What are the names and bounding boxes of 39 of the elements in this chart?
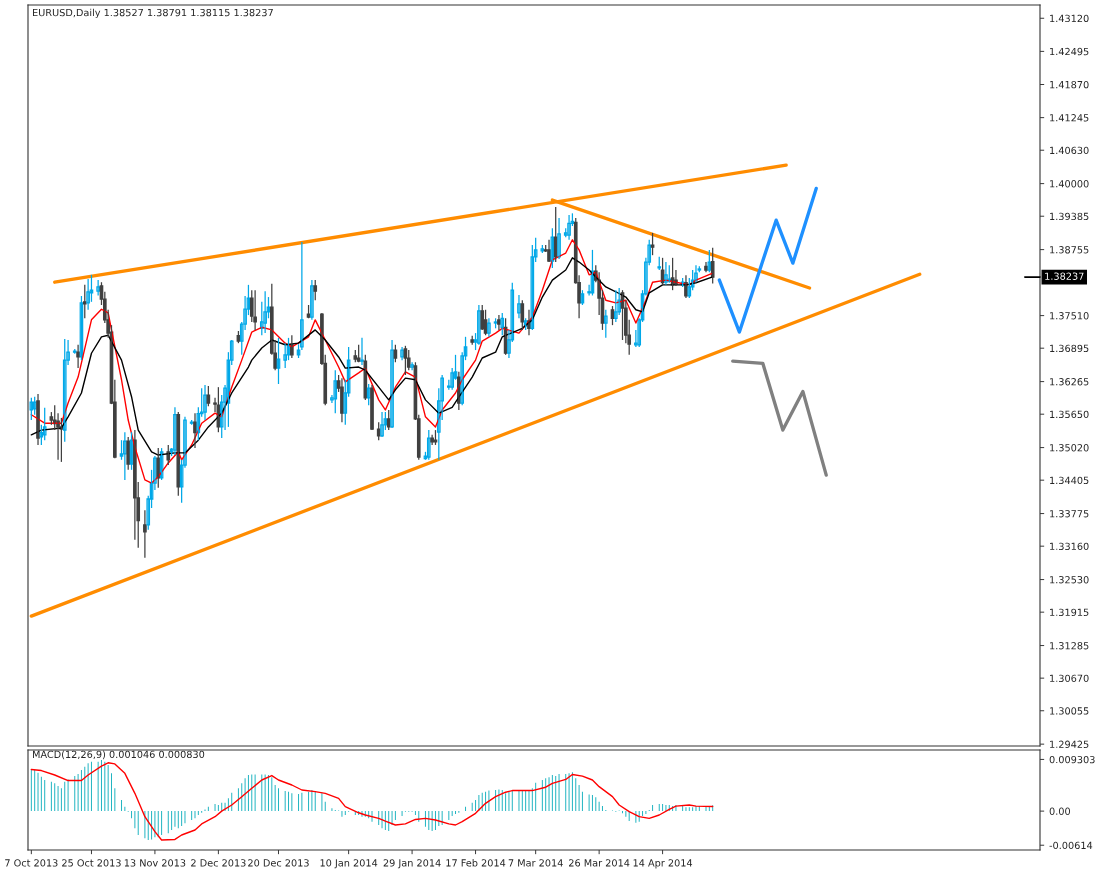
y-tick-label: 1.35650: [1050, 410, 1089, 419]
y-tick-label: 1.30055: [1050, 707, 1089, 715]
x-tick-label: 20 Dec 2013: [248, 859, 309, 867]
y-tick-label: 1.39385: [1050, 212, 1089, 221]
y-tick-label: 1.32530: [1050, 576, 1089, 584]
y-tick-label: 1.37510: [1050, 312, 1089, 320]
x-tick-label: 2 Dec 2013: [191, 859, 246, 867]
y-tick-label: 1.41245: [1050, 114, 1089, 122]
y-tick-label: 1.31285: [1050, 642, 1089, 650]
y-tick-label: 1.29425: [1050, 740, 1089, 748]
y-tick-label: -0.00614: [1049, 841, 1093, 850]
y-tick-label: 1.38755: [1050, 246, 1089, 254]
x-tick-label: 14 Apr 2014: [633, 859, 693, 869]
chart-title: EURUSD,Daily 1.38527 1.38791 1.38115 1.38237: [33, 8, 273, 19]
y-tick-label: 1.30670: [1050, 674, 1089, 682]
y-tick-label: 1.36895: [1050, 344, 1089, 353]
y-tick-label: 1.40000: [1050, 180, 1089, 188]
y-tick-label: 1.33160: [1050, 542, 1089, 551]
ref-line-label: 1.38237: [1045, 272, 1084, 280]
chart-title: MACD(12,26,9) 0.001046 0.000830: [33, 750, 205, 760]
x-tick-label: 17 Feb 2014: [446, 859, 506, 867]
y-tick-label: 1.31915: [1050, 608, 1089, 616]
x-tick-label: 25 Oct 2013: [62, 859, 121, 867]
y-tick-label: 1.42495: [1050, 47, 1089, 56]
y-tick-label: 1.35020: [1050, 444, 1089, 452]
y-tick-label: 0.00: [1049, 807, 1071, 815]
y-tick-label: 1.34405: [1050, 476, 1089, 485]
y-tick-label: 1.40630: [1050, 146, 1089, 155]
x-tick-label: 10 Jan 2014: [320, 859, 378, 869]
x-tick-label: 13 Nov 2013: [124, 859, 186, 867]
x-tick-label: 7 Mar 2014: [508, 859, 563, 867]
y-tick-label: 0.009303: [1049, 755, 1095, 764]
y-tick-label: 1.36265: [1050, 378, 1089, 386]
x-tick-label: 7 Oct 2013: [5, 859, 58, 867]
y-tick-label: 1.43120: [1050, 14, 1089, 23]
x-tick-label: 26 Mar 2014: [569, 859, 630, 867]
y-tick-label: 1.33775: [1050, 510, 1089, 518]
x-tick-label: 29 Jan 2014: [383, 859, 441, 869]
y-tick-label: 1.41870: [1050, 80, 1089, 89]
